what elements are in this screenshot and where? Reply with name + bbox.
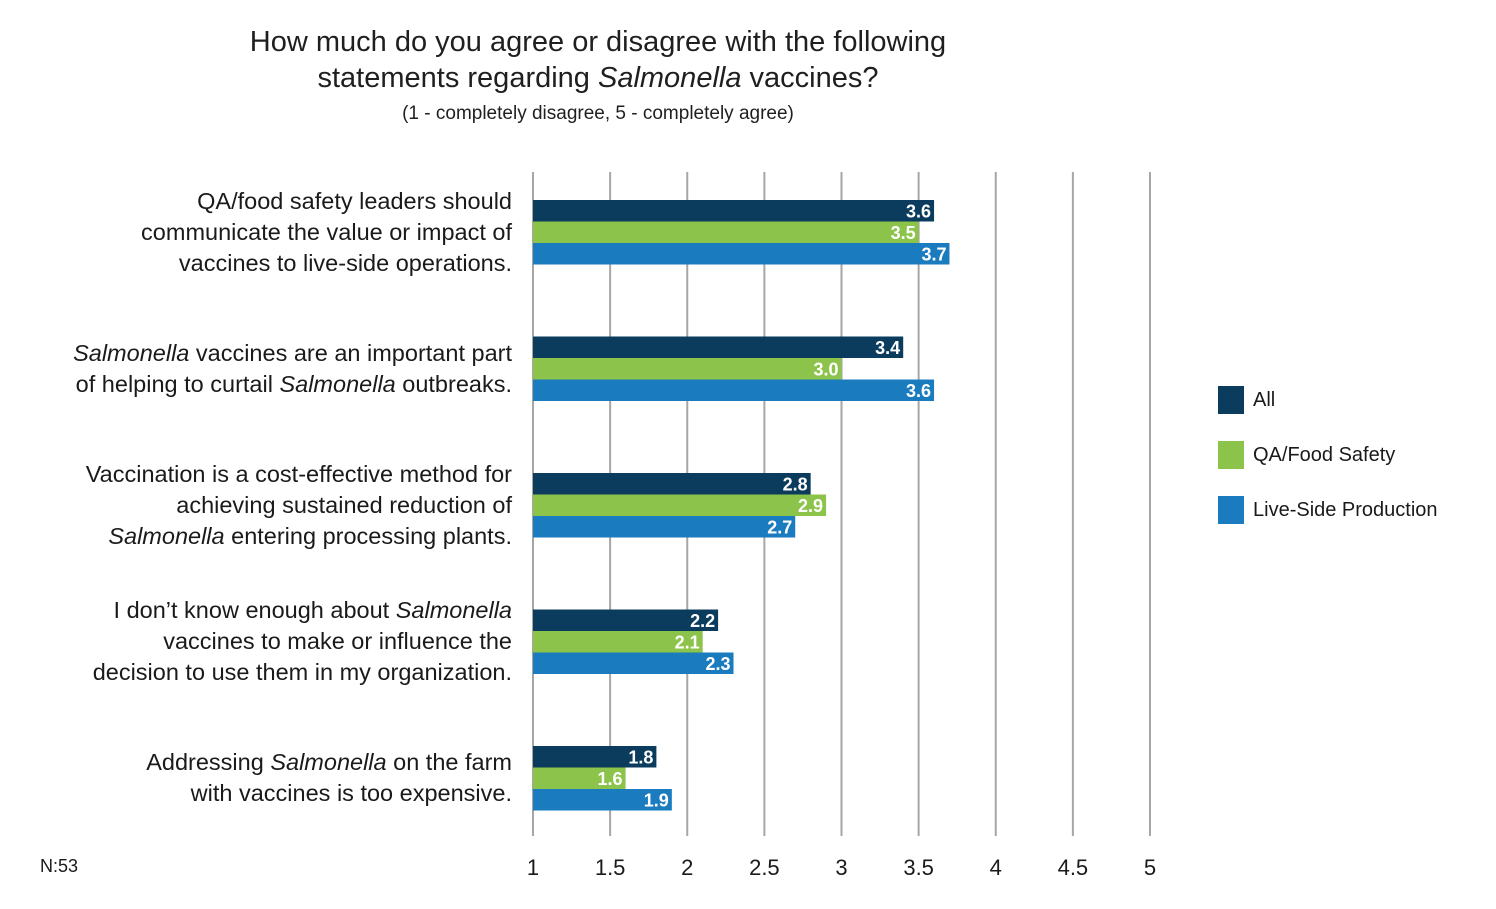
bar-value-label: 1.9 xyxy=(644,790,669,810)
x-tick-label: 1 xyxy=(527,855,539,880)
chart-title-line: statements regarding Salmonella vaccines… xyxy=(317,62,879,94)
chart-title: How much do you agree or disagree with t… xyxy=(150,24,1046,96)
category-label-line: decision to use them in my organization. xyxy=(92,659,512,686)
bar xyxy=(533,358,842,380)
category-label-line: of helping to curtail Salmonella outbrea… xyxy=(75,370,512,397)
bar xyxy=(533,200,935,222)
bar xyxy=(533,494,827,516)
bar-value-label: 3.7 xyxy=(921,244,946,264)
x-tick-label: 2 xyxy=(681,855,693,880)
x-tick-label: 3 xyxy=(835,855,847,880)
chart-subtitle: (1 - completely disagree, 5 - completely… xyxy=(402,103,794,124)
category-label: QA/food safety leaders should communicate… xyxy=(22,186,512,279)
category-label-line: vaccines to make or influence the xyxy=(163,628,512,655)
bar-value-label: 3.4 xyxy=(875,338,900,358)
bar xyxy=(533,746,657,768)
bar xyxy=(533,336,904,358)
x-axis-ticks: 1 1.5 2 2.5 3 3.5 4 4.5 5 xyxy=(527,855,1156,880)
bar-value-label: 2.2 xyxy=(690,611,715,631)
x-tick-label: 3.5 xyxy=(903,855,934,880)
bar xyxy=(533,473,811,495)
bar-value-label: 1.8 xyxy=(628,747,653,767)
bar-value-label: 1.6 xyxy=(598,769,623,789)
category-label-line: Addressing Salmonella on the farm xyxy=(146,749,512,776)
category-label-line: Vaccination is a cost-effective method f… xyxy=(85,460,512,487)
legend-label: QA/Food Safety xyxy=(1253,444,1396,466)
bar-value-label: 3.6 xyxy=(906,381,931,401)
category-label-line: vaccines to live-side operations. xyxy=(178,249,512,276)
bar-value-label: 3.0 xyxy=(813,359,838,379)
legend-label: All xyxy=(1253,389,1276,411)
bar-value-label: 3.6 xyxy=(906,201,931,221)
bar xyxy=(533,789,672,811)
bars: 3.63.53.73.43.03.62.82.92.72.22.12.31.81… xyxy=(533,200,950,811)
category-label-line: I don’t know enough about Salmonella xyxy=(113,597,512,624)
category-label: I don’t know enough about Salmonella vacc… xyxy=(22,595,512,688)
category-label-line: Salmonella entering processing plants. xyxy=(108,522,512,549)
category-label-line: with vaccines is too expensive. xyxy=(190,780,512,807)
bar xyxy=(533,767,626,789)
bar-value-label: 2.1 xyxy=(675,632,700,652)
bar-value-label: 2.7 xyxy=(767,517,792,537)
bar-value-label: 2.9 xyxy=(798,496,823,516)
bar xyxy=(533,379,935,401)
bar-value-label: 3.5 xyxy=(891,223,916,243)
x-tick-label: 4.5 xyxy=(1058,855,1089,880)
chart-title-line: How much do you agree or disagree with t… xyxy=(249,26,947,58)
category-label: Addressing Salmonella on the farm with va… xyxy=(22,747,512,809)
bar xyxy=(533,609,719,631)
category-label: Vaccination is a cost-effective method f… xyxy=(22,459,512,552)
x-tick-label: 5 xyxy=(1144,855,1156,880)
bar xyxy=(533,243,950,265)
bar xyxy=(533,221,919,243)
bar-value-label: 2.8 xyxy=(783,474,808,494)
gridlines xyxy=(532,172,1151,836)
legend-swatch xyxy=(1218,386,1244,414)
legend-label: Live-Side Production xyxy=(1253,499,1438,521)
x-tick-label: 1.5 xyxy=(595,855,626,880)
bar-value-label: 2.3 xyxy=(705,654,730,674)
bar xyxy=(533,631,703,653)
legend-swatch xyxy=(1218,496,1244,524)
category-label-line: Salmonella vaccines are an important par… xyxy=(73,339,512,366)
sample-size-note: N:53 xyxy=(40,856,79,876)
x-tick-label: 4 xyxy=(990,855,1002,880)
category-label: Salmonella vaccines are an important par… xyxy=(22,338,512,400)
category-label-line: QA/food safety leaders should xyxy=(197,187,512,214)
bar xyxy=(533,516,796,538)
category-label-line: communicate the value or impact of xyxy=(141,218,512,245)
category-label-line: achieving sustained reduction of xyxy=(176,491,512,518)
x-tick-label: 2.5 xyxy=(749,855,780,880)
bar xyxy=(533,652,734,674)
legend-swatch xyxy=(1218,441,1244,469)
